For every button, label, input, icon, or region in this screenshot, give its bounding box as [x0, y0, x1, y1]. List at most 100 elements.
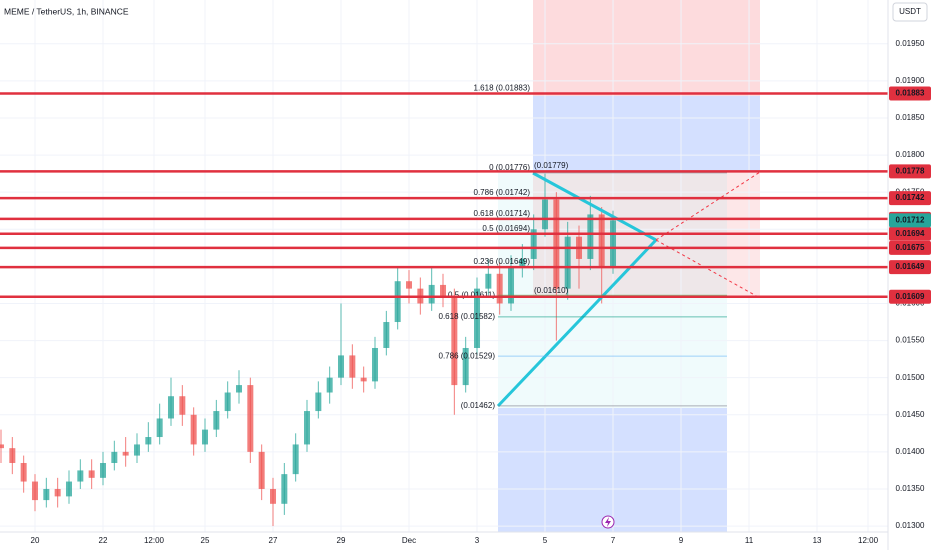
- candle-body: [167, 396, 174, 419]
- candle-body: [349, 355, 356, 378]
- y-tick-label: 0.01900: [896, 76, 925, 85]
- candle-body: [474, 288, 481, 348]
- x-tick-label: 13: [813, 536, 822, 545]
- candle-body: [77, 470, 84, 482]
- lightning: [605, 517, 611, 527]
- x-tick-label: 12:00: [144, 536, 165, 545]
- triangle-upper: [532, 171, 657, 242]
- candle-body: [383, 322, 390, 348]
- candle-body: [65, 481, 72, 497]
- x-tick-label: 3: [475, 536, 480, 545]
- fib-label: 0.618 (0.01714): [474, 209, 531, 218]
- candle-body: [462, 347, 469, 386]
- candle-body: [99, 462, 106, 478]
- candle-body: [190, 414, 197, 445]
- candle-body: [9, 448, 16, 463]
- fib-label: 0.5 (0.01694): [482, 224, 530, 233]
- y-tick-label: 0.01800: [896, 150, 925, 159]
- fib-label: 1.618 (0.01883): [474, 84, 531, 93]
- price-tag-label: 0.01609: [896, 292, 925, 301]
- candle-body: [270, 488, 277, 504]
- profit-zone: [533, 96, 760, 172]
- candle-body: [440, 284, 447, 297]
- x-tick-label: 7: [611, 536, 616, 545]
- fib-label: 0.786 (0.01742): [474, 188, 531, 197]
- price-tag: [889, 191, 931, 206]
- candle-body: [485, 273, 492, 289]
- y-tick-label: 0.01500: [896, 373, 925, 382]
- candle-body: [88, 470, 95, 478]
- axes: 0.01300 0.01350 0.01400 0.01450 0.01500 0.015…: [31, 39, 931, 545]
- x-tick-label: 27: [269, 536, 278, 545]
- x-tick-label: 29: [337, 536, 346, 545]
- candle-body: [598, 214, 605, 267]
- y-tick-label: 0.01300: [896, 521, 925, 530]
- candle-body: [315, 392, 322, 412]
- fib-zone: [498, 172, 727, 408]
- candle-body: [406, 281, 413, 289]
- candle-body: [519, 258, 526, 267]
- x-tick-label: Dec: [402, 536, 416, 545]
- projection-down: [655, 239, 761, 299]
- candle-body: [338, 355, 345, 378]
- candle-body: [360, 377, 367, 382]
- candle-body: [292, 444, 299, 475]
- candle-body: [564, 236, 571, 289]
- price-tag: [889, 260, 931, 275]
- fib-label: 0.786 (0.01529): [439, 351, 496, 360]
- target-zone: [533, 0, 760, 96]
- candle-body: [145, 437, 152, 445]
- currency-button[interactable]: [892, 2, 928, 22]
- candle-body: [372, 347, 379, 382]
- candle-body: [530, 229, 537, 259]
- candle-body: [496, 273, 503, 304]
- candle-body: [587, 214, 594, 259]
- fib-label: 0.5 (0.01611): [448, 290, 495, 299]
- candle-body: [224, 392, 231, 412]
- candle-body: [247, 385, 254, 452]
- candle-body: [326, 377, 333, 393]
- candle-body: [179, 396, 186, 415]
- price-tag: [889, 226, 931, 241]
- candle-body: [281, 474, 288, 504]
- candle-body: [156, 418, 163, 438]
- candle-body: [31, 481, 38, 501]
- fib-label: (0.01462): [461, 401, 496, 410]
- price-tag-label: 0.01694: [896, 229, 925, 238]
- price-tag: [889, 86, 931, 101]
- candle-body: [0, 444, 4, 449]
- price-tag: [889, 164, 931, 179]
- chart-title: MEME / TetherUS, 1h, BINANCE: [4, 6, 129, 16]
- price-tag: [889, 289, 931, 304]
- x-tick-label: 12:00: [858, 536, 879, 545]
- x-tick-label: 5: [543, 536, 548, 545]
- candle-body: [54, 488, 61, 497]
- y-tick-label: 0.01850: [896, 113, 925, 122]
- x-tick-label: 25: [201, 536, 210, 545]
- entry-zone: [498, 408, 727, 532]
- y-tick-label: 0.01550: [896, 336, 925, 345]
- y-tick-label: 0.01350: [896, 484, 925, 493]
- x-tick-label: 9: [679, 536, 684, 545]
- candle-body: [236, 385, 243, 393]
- fib-label: 0.618 (0.01582): [439, 312, 496, 321]
- candle-body: [451, 296, 458, 386]
- candle-body: [201, 429, 208, 445]
- fib-label: (0.01610): [534, 286, 569, 295]
- candle-body: [122, 451, 129, 456]
- candle-body: [111, 451, 118, 463]
- fib-label: (0.01779): [534, 161, 569, 170]
- annotations: 1.618 (0.01883) 0 (0.01776) 0.786 (0.01742…: [0, 84, 888, 410]
- fib-label: 0.236 (0.01649): [474, 257, 531, 266]
- candle-body: [213, 411, 220, 430]
- price-tag-label: 0.01778: [896, 167, 925, 176]
- x-tick-label: 20: [31, 536, 40, 545]
- candle-body: [508, 266, 515, 304]
- price-tag-label: 0.01742: [896, 193, 925, 202]
- currency[interactable]: USDT: [899, 7, 921, 16]
- candle-body: [394, 281, 401, 323]
- fib-label: 0 (0.01776): [489, 163, 530, 172]
- candle-body: [43, 488, 50, 501]
- candle-body: [258, 451, 265, 489]
